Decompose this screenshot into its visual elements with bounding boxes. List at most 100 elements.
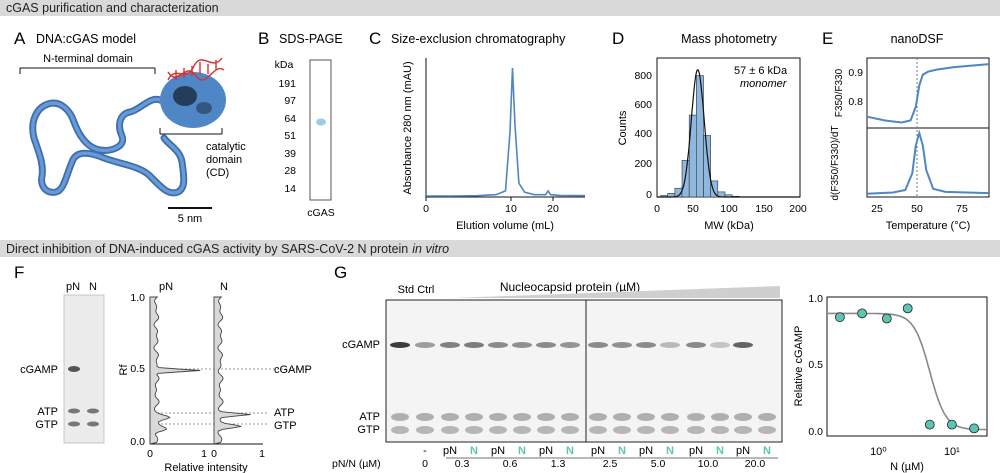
panel-d: D Mass photometry 800 600 400 200 0 0 50… — [612, 29, 807, 232]
tick-label-f-x0b: 0 — [211, 448, 217, 460]
section-title-2-text: Direct inhibition of DNA-induced cGAS ac… — [6, 242, 408, 256]
marker-64: 64 — [284, 113, 296, 125]
panel-letter-a: A — [14, 29, 26, 48]
gel-band-gtp — [637, 426, 655, 434]
gel-band-gtp — [589, 426, 607, 434]
gel-band-atp — [589, 413, 607, 421]
lane-label-pn: pN — [639, 445, 653, 457]
intensity-trace-n — [213, 296, 251, 445]
gel-band-gtp — [489, 426, 507, 434]
concentration-label: 20.0 — [745, 458, 766, 470]
axis-label-g-x: N (µM) — [890, 461, 924, 473]
gel-band-gtp — [391, 426, 409, 434]
panel-a: A DNA:cGAS model N-terminal domain catal… — [14, 29, 246, 225]
tick-label-f-1: 1.0 — [130, 292, 145, 304]
marker-28: 28 — [284, 165, 296, 177]
std-ctrl-label: Std Ctrl — [398, 284, 435, 296]
plot-frame-e-bottom — [866, 127, 990, 198]
catalytic-domain-shadow — [173, 86, 197, 106]
lane-label-pn: pN — [591, 445, 605, 457]
intensity-trace-pn — [149, 296, 201, 445]
mp-annotation-2: monomer — [740, 78, 788, 90]
gel-band-cgamp — [464, 342, 484, 348]
concentration-label: 5.0 — [651, 458, 666, 470]
gel-band-atp — [758, 413, 776, 421]
lane-label-n: N — [763, 445, 771, 457]
lane-label-pn: pN — [491, 445, 505, 457]
cd-label-1: catalytic — [206, 141, 246, 153]
gel-band-cgamp — [733, 342, 753, 348]
panel-letter-d: D — [612, 29, 624, 48]
protein-chain — [29, 95, 188, 197]
section-bar-bottom — [0, 240, 1000, 257]
marker-97: 97 — [284, 95, 296, 107]
marker-191: 191 — [278, 78, 296, 90]
gel-band-gtp — [465, 426, 483, 434]
gel-band-atp — [661, 413, 679, 421]
dose-response-point — [835, 312, 845, 323]
lane-label-pn: pN — [539, 445, 553, 457]
concentration-row: 0 0.3 0.6 1.3 2.5 5.0 10.0 20.0 — [422, 457, 778, 470]
axis-label-f-x: Relative intensity — [164, 462, 248, 473]
nterm-label: N-terminal domain — [43, 53, 133, 65]
tick-label-f-x1b: 1 — [259, 448, 265, 460]
panel-c-title: Size-exclusion chromatography — [391, 32, 566, 46]
gel-band-cgamp — [488, 342, 508, 348]
scale-bar-label: 5 nm — [178, 213, 202, 225]
gel-band-cgamp — [660, 342, 680, 348]
dsf-derivative-trace — [866, 129, 990, 195]
gel-band-cgamp — [710, 342, 730, 348]
gel-lane — [309, 59, 332, 201]
panel-a-title: DNA:cGAS model — [36, 32, 136, 46]
concentration-label: 10.0 — [698, 458, 719, 470]
gel-band-cgamp — [440, 342, 460, 348]
dose-response-fit — [827, 312, 987, 431]
axis-label-d-y: Counts — [617, 110, 629, 145]
panel-b: B SDS-PAGE kDa 191 97 64 51 39 28 14 cGA… — [258, 29, 343, 219]
lane-label-pn: pN — [66, 281, 80, 293]
gel-band-gtp — [711, 426, 729, 434]
marker-14: 14 — [284, 183, 296, 195]
gel-band-atp — [391, 413, 409, 421]
concentration-label: 0 — [422, 458, 428, 470]
gel-band-gtp — [537, 426, 555, 434]
concentration-label: 1.3 — [551, 458, 566, 470]
gel-band-gtp — [758, 426, 776, 434]
gel-band-atp — [465, 413, 483, 421]
tick-label-e-25: 25 — [871, 203, 883, 215]
cd-label-2: domain — [206, 154, 242, 166]
lane-label-pn: pN — [736, 445, 750, 457]
tick-label-c-20: 20 — [547, 203, 559, 215]
marker-51: 51 — [284, 130, 296, 142]
tick-label-e-08: 0.8 — [848, 96, 863, 108]
gel-band-cgamp — [415, 342, 435, 348]
gel-band-gtp — [561, 426, 579, 434]
band-n-gtp — [87, 421, 99, 427]
gel-left — [385, 299, 587, 443]
panel-g: G Std Ctrl Nucleocapsid protein (µM) cGA… — [332, 263, 988, 473]
axis-label-e-bottom: d(F350/F330)/dT — [830, 125, 841, 200]
f-label-cgamp: cGAMP — [20, 364, 58, 376]
band-pn-cgamp — [68, 366, 80, 372]
tick-label-c-0: 0 — [423, 203, 429, 215]
g-label-gtp: GTP — [357, 424, 380, 436]
trace-label-pn: pN — [159, 281, 173, 293]
gel-band-atp — [687, 413, 705, 421]
tick-label-d-x0: 0 — [654, 203, 660, 215]
f-label-atp: ATP — [37, 406, 58, 418]
tick-label-e-75: 75 — [956, 203, 968, 215]
panel-letter-e: E — [822, 29, 833, 48]
gel-band-cgamp — [636, 342, 656, 348]
dose-response-point — [881, 313, 892, 324]
nucleocapsid-title: Nucleocapsid protein (µM) — [500, 280, 640, 294]
dose-response-point — [947, 419, 957, 430]
trace-label-n: N — [220, 281, 228, 293]
gel-band-atp — [561, 413, 579, 421]
dose-response-point — [924, 419, 935, 430]
gel-band-atp — [441, 413, 459, 421]
panel-letter-f: F — [14, 263, 24, 282]
gel-band-atp — [416, 413, 434, 421]
concentration-label: 0.6 — [503, 458, 518, 470]
gel-band-cgamp — [686, 342, 706, 348]
